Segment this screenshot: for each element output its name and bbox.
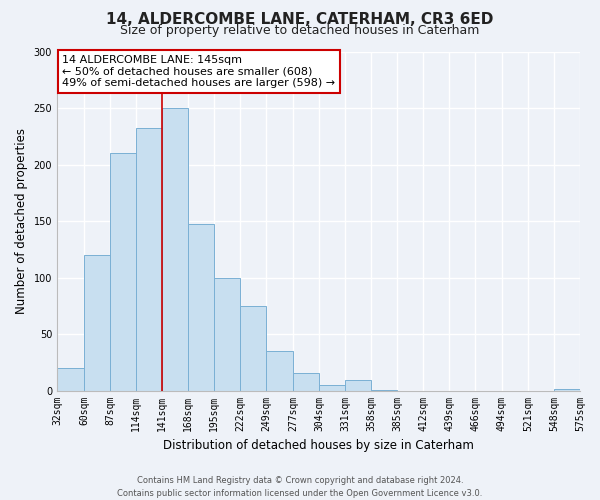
Bar bbox=[110, 154, 136, 391]
Bar bbox=[554, 389, 580, 391]
Bar bbox=[266, 352, 293, 391]
Bar bbox=[345, 380, 371, 391]
Text: Size of property relative to detached houses in Caterham: Size of property relative to detached ho… bbox=[121, 24, 479, 37]
Bar bbox=[162, 108, 188, 391]
Bar bbox=[136, 128, 162, 391]
Bar bbox=[84, 255, 110, 391]
Bar bbox=[188, 224, 214, 391]
X-axis label: Distribution of detached houses by size in Caterham: Distribution of detached houses by size … bbox=[163, 440, 474, 452]
Text: 14 ALDERCOMBE LANE: 145sqm
← 50% of detached houses are smaller (608)
49% of sem: 14 ALDERCOMBE LANE: 145sqm ← 50% of deta… bbox=[62, 55, 335, 88]
Bar bbox=[240, 306, 266, 391]
Bar bbox=[293, 373, 319, 391]
Text: Contains HM Land Registry data © Crown copyright and database right 2024.
Contai: Contains HM Land Registry data © Crown c… bbox=[118, 476, 482, 498]
Bar bbox=[319, 386, 345, 391]
Bar bbox=[214, 278, 240, 391]
Y-axis label: Number of detached properties: Number of detached properties bbox=[15, 128, 28, 314]
Bar bbox=[371, 390, 397, 391]
Text: 14, ALDERCOMBE LANE, CATERHAM, CR3 6ED: 14, ALDERCOMBE LANE, CATERHAM, CR3 6ED bbox=[106, 12, 494, 28]
Bar bbox=[57, 368, 84, 391]
